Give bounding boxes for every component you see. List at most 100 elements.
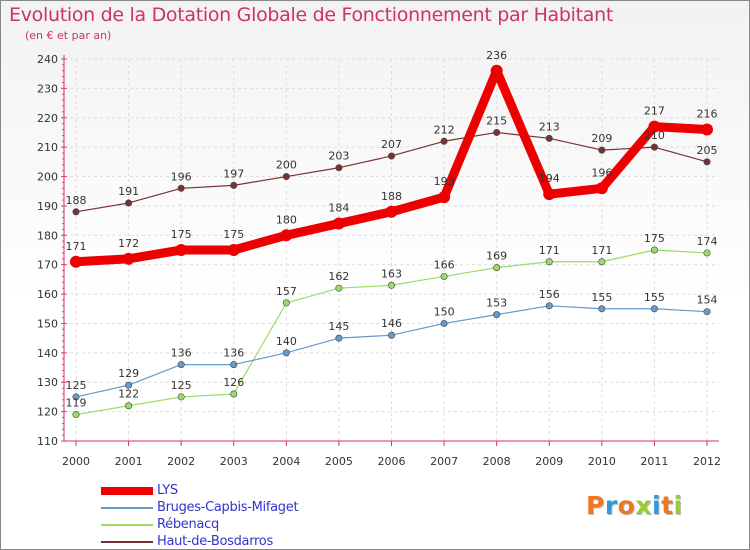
data-point bbox=[335, 334, 343, 342]
data-label: 194 bbox=[539, 172, 560, 185]
data-point bbox=[177, 393, 185, 401]
data-point bbox=[230, 181, 238, 189]
y-tick-label: 210 bbox=[37, 141, 58, 154]
data-point bbox=[125, 402, 133, 410]
data-label: 175 bbox=[223, 228, 244, 241]
chart-subtitle: (en € et par an) bbox=[25, 29, 112, 42]
y-tick-label: 200 bbox=[37, 171, 58, 184]
x-tick-label: 2001 bbox=[115, 455, 143, 468]
data-point bbox=[493, 128, 501, 136]
data-label: 153 bbox=[486, 297, 507, 310]
y-tick-label: 240 bbox=[37, 53, 58, 66]
y-tick-label: 180 bbox=[37, 229, 58, 242]
data-label: 155 bbox=[591, 291, 612, 304]
data-label: 196 bbox=[171, 170, 192, 183]
data-point bbox=[282, 349, 290, 357]
data-label: 217 bbox=[644, 105, 665, 118]
data-point bbox=[280, 229, 293, 242]
data-point bbox=[125, 381, 133, 389]
data-point bbox=[230, 361, 238, 369]
data-label: 155 bbox=[644, 291, 665, 304]
x-tick-label: 2009 bbox=[535, 455, 563, 468]
data-label: 140 bbox=[276, 335, 297, 348]
data-label: 180 bbox=[276, 213, 297, 226]
data-point bbox=[650, 246, 658, 254]
data-point bbox=[545, 258, 553, 266]
x-tick-label: 2003 bbox=[220, 455, 248, 468]
data-label: 216 bbox=[697, 108, 718, 121]
data-point bbox=[648, 120, 661, 133]
data-point bbox=[227, 244, 240, 256]
data-label: 136 bbox=[171, 347, 192, 360]
legend-label: Rébenacq bbox=[157, 517, 219, 532]
data-point bbox=[440, 137, 448, 145]
data-label: 129 bbox=[118, 367, 139, 380]
data-label: 163 bbox=[381, 267, 402, 280]
data-point bbox=[545, 134, 553, 142]
data-label: 125 bbox=[171, 379, 192, 392]
data-point bbox=[282, 299, 290, 307]
data-label: 200 bbox=[276, 159, 297, 172]
logo-letter: o bbox=[617, 491, 636, 520]
data-label: 184 bbox=[328, 202, 349, 215]
x-tick-label: 2010 bbox=[588, 455, 616, 468]
data-point bbox=[650, 143, 658, 151]
logo-letter: P bbox=[586, 491, 605, 520]
data-label: 154 bbox=[697, 294, 718, 307]
data-point bbox=[70, 255, 82, 268]
legend-label: Bruges-Capbis-Mifaget bbox=[157, 500, 299, 515]
data-label: 136 bbox=[223, 347, 244, 360]
data-point bbox=[125, 199, 133, 207]
y-tick-label: 230 bbox=[37, 82, 58, 95]
data-point bbox=[493, 311, 501, 319]
y-tick-label: 120 bbox=[37, 406, 58, 419]
y-tick-label: 110 bbox=[37, 435, 58, 448]
logo-letter: i bbox=[673, 491, 683, 520]
data-point bbox=[440, 319, 448, 327]
data-point bbox=[72, 208, 80, 216]
data-point bbox=[385, 205, 398, 218]
data-label: 196 bbox=[591, 166, 612, 179]
data-point bbox=[335, 164, 343, 172]
data-point bbox=[701, 123, 713, 136]
data-label: 188 bbox=[66, 194, 87, 207]
data-point bbox=[595, 182, 608, 195]
x-tick-label: 2011 bbox=[640, 455, 668, 468]
data-point bbox=[598, 305, 606, 313]
data-label: 207 bbox=[381, 138, 402, 151]
data-point bbox=[387, 152, 395, 160]
x-tick-label: 2006 bbox=[378, 455, 406, 468]
data-label: 203 bbox=[328, 150, 349, 163]
data-label: 145 bbox=[328, 320, 349, 333]
data-point bbox=[490, 64, 503, 77]
x-tick-label: 2004 bbox=[272, 455, 300, 468]
proxiti-logo: Proxiti bbox=[586, 491, 683, 520]
data-label: 126 bbox=[223, 376, 244, 389]
legend-swatch bbox=[101, 524, 153, 526]
data-label: 122 bbox=[118, 388, 139, 401]
data-point bbox=[387, 331, 395, 339]
data-label: 119 bbox=[66, 397, 87, 410]
legend-swatch bbox=[101, 541, 153, 543]
data-label: 169 bbox=[486, 250, 507, 263]
data-point bbox=[332, 217, 345, 230]
legend-label: Haut-de-Bosdarros bbox=[157, 534, 273, 549]
y-tick-label: 160 bbox=[37, 288, 58, 301]
logo-letter: t bbox=[661, 491, 674, 520]
data-label: 212 bbox=[434, 123, 455, 136]
data-point bbox=[438, 191, 451, 204]
data-point bbox=[493, 264, 501, 272]
data-label: 174 bbox=[697, 235, 718, 248]
data-point bbox=[282, 173, 290, 181]
data-label: 157 bbox=[276, 285, 297, 298]
data-label: 191 bbox=[118, 185, 139, 198]
legend-swatch bbox=[101, 487, 153, 495]
data-point bbox=[598, 258, 606, 266]
x-tick-label: 2005 bbox=[325, 455, 353, 468]
data-point bbox=[175, 244, 188, 256]
x-tick-label: 2012 bbox=[693, 455, 721, 468]
data-label: 171 bbox=[66, 240, 87, 253]
data-label: 197 bbox=[223, 167, 244, 180]
logo-letter: i bbox=[652, 491, 662, 520]
y-tick-label: 140 bbox=[37, 347, 58, 360]
